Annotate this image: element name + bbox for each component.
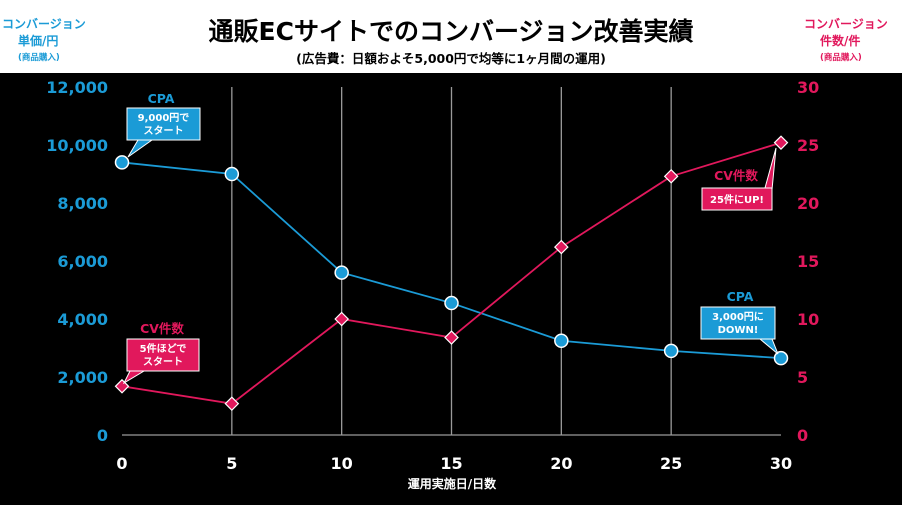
cpa-point: [114, 155, 130, 170]
left-tick-label: 6,000: [57, 252, 108, 271]
cpa-end-callout: CPA 3,000円に DOWN!: [700, 289, 779, 355]
series-layer: [114, 135, 789, 412]
cpa-start-callout-text: 9,000円で: [138, 112, 190, 124]
x-tick-label: 30: [770, 454, 792, 473]
x-tick-label: 25: [660, 454, 682, 473]
tick-layer: 0 5 10 15 20 25 30 0 2,000 4,000 6,000 8,000 10,000 1…: [46, 78, 819, 473]
cpa-point: [444, 295, 459, 311]
right-tick-label: 5: [797, 368, 808, 387]
cpa-point: [773, 350, 789, 366]
left-axis-title: コンバージョン 単価/円 (商品購入): [2, 17, 86, 63]
cv-start-callout-text: スタート: [143, 356, 183, 368]
left-axis-title-note: (商品購入): [18, 52, 60, 63]
x-axis-label: 運用実施日/日数: [408, 476, 497, 491]
x-tick-label: 20: [550, 454, 572, 473]
cv-point: [334, 311, 350, 327]
x-tick-label: 10: [331, 454, 353, 473]
right-axis-title-line2: 件数/件: [820, 33, 860, 48]
cpa-end-callout-label: CPA: [727, 289, 754, 304]
left-axis-title-line1: コンバージョン: [2, 17, 86, 31]
right-axis-title: コンバージョン 件数/件 (商品購入): [804, 17, 888, 63]
cv-point: [224, 396, 240, 412]
chart-subtitle: (広告費：日額およそ5,000円で均等に1ヶ月間の運用): [296, 51, 606, 66]
left-tick-label: 10,000: [46, 136, 108, 155]
grid-layer: [122, 87, 781, 436]
left-axis-title-line2: 単価/円: [18, 33, 58, 48]
cv-end-callout-text: 25件にUP!: [710, 193, 764, 206]
cv-end-callout-label: CV件数: [714, 168, 758, 183]
annotation-layer: CPA9,000円でスタートCPA3,000円にDOWN!CV件数5件ほどでスタ…: [122, 91, 779, 385]
cpa-end-callout-text: DOWN!: [718, 325, 759, 336]
cpa-point: [334, 265, 349, 280]
left-tick-label: 2,000: [57, 368, 108, 387]
cpa-start-callout-label: CPA: [148, 91, 175, 106]
right-tick-label: 25: [797, 136, 819, 155]
right-axis-title-line1: コンバージョン: [804, 17, 888, 31]
left-tick-label: 4,000: [57, 310, 108, 329]
cv-point: [444, 330, 459, 345]
cpa-start-callout-box: [126, 107, 201, 141]
left-tick-label: 12,000: [46, 78, 108, 97]
x-tick-label: 5: [226, 454, 237, 473]
cpa-end-callout-box: [700, 306, 776, 340]
cpa-point: [663, 343, 679, 359]
right-tick-label: 30: [797, 78, 819, 97]
x-tick-label: 15: [440, 454, 462, 473]
cv-point: [114, 378, 130, 394]
cv-start-callout-label: CV件数: [140, 321, 184, 336]
cpa-point: [224, 166, 240, 182]
cpa-end-callout-text: 3,000円に: [712, 311, 764, 323]
right-tick-label: 10: [797, 310, 819, 329]
right-tick-label: 20: [797, 194, 819, 213]
cv-point: [663, 168, 679, 184]
cv-point: [773, 135, 789, 151]
right-tick-label: 15: [797, 252, 819, 271]
cpa-start-callout-text: スタート: [144, 125, 184, 137]
cv-start-callout-box: [126, 338, 200, 372]
cv-end-callout: CV件数 25件にUP!: [701, 147, 777, 211]
cv-point: [553, 239, 569, 255]
chart-title: 通販ECサイトでのコンバージョン改善実績: [209, 17, 694, 46]
cpa-point: [554, 333, 569, 348]
cv-start-callout-text: 5件ほどで: [140, 342, 187, 355]
cv-end-callout-box: [701, 187, 773, 211]
x-tick-label: 0: [116, 454, 127, 473]
right-tick-label: 0: [797, 426, 808, 445]
left-tick-label: 8,000: [57, 194, 108, 213]
right-axis-title-note: (商品購入): [820, 52, 862, 63]
left-tick-label: 0: [97, 426, 108, 445]
